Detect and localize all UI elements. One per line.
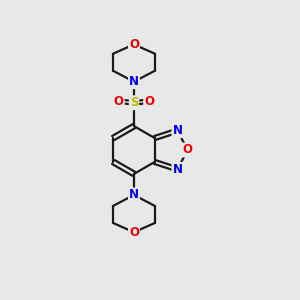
Text: N: N <box>172 163 182 176</box>
Text: O: O <box>129 38 139 51</box>
Text: O: O <box>129 226 139 239</box>
Text: S: S <box>130 96 138 109</box>
Text: O: O <box>183 143 193 157</box>
Text: O: O <box>114 95 124 108</box>
Text: N: N <box>129 75 139 88</box>
Text: N: N <box>172 124 182 137</box>
Text: N: N <box>129 188 139 201</box>
Text: O: O <box>144 95 154 108</box>
